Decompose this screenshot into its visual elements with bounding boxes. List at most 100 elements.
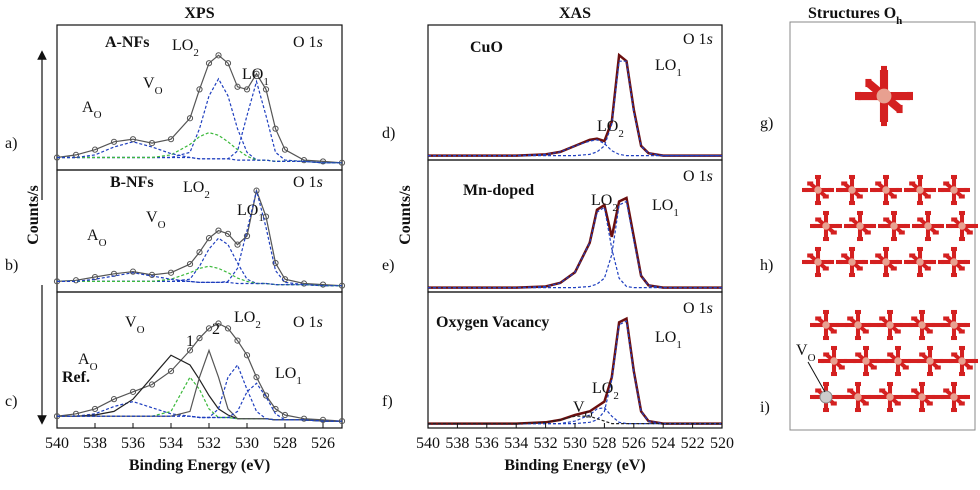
peak-label-text: LO xyxy=(592,380,613,397)
peak-label-sub: 2 xyxy=(193,47,199,59)
peak-label-sub: O xyxy=(94,109,102,121)
atom xyxy=(958,357,966,365)
data-point xyxy=(110,396,118,403)
peak-label-italic: s xyxy=(317,174,323,191)
panel-label: i) xyxy=(760,399,770,416)
x-tick-label: 524 xyxy=(651,435,675,452)
atom xyxy=(814,186,822,194)
atom xyxy=(924,222,932,230)
data-point xyxy=(205,235,213,242)
vacancy-atom xyxy=(819,390,833,404)
atom xyxy=(886,393,894,401)
data-point xyxy=(234,241,241,248)
y-axis-label: Counts/s xyxy=(397,185,414,245)
atom xyxy=(958,222,966,230)
y-axis-label: Counts/s xyxy=(25,185,42,245)
data-point xyxy=(253,374,260,381)
sample-label: A-NFs xyxy=(105,34,149,51)
peak-label: LO2 xyxy=(183,179,210,201)
peak-label: O 1s xyxy=(293,34,323,51)
panel-label: d) xyxy=(382,125,395,142)
atom xyxy=(854,393,862,401)
data-point xyxy=(129,268,137,275)
panel-label: h) xyxy=(760,257,773,274)
peak-label: LO2 xyxy=(592,380,619,402)
atom xyxy=(890,222,898,230)
spectrum-line xyxy=(57,77,342,164)
atom xyxy=(882,186,890,194)
spectrum-line xyxy=(57,141,342,164)
panel-label: a) xyxy=(5,135,17,152)
peak-label-italic: s xyxy=(707,168,713,185)
data-point xyxy=(129,388,137,395)
data-point xyxy=(281,411,289,419)
peak-label-sub: 2 xyxy=(613,390,619,402)
data-point xyxy=(272,259,279,267)
peak-label-text: LO xyxy=(234,309,255,326)
data-point xyxy=(253,70,260,77)
data-point xyxy=(72,277,80,284)
x-tick-label: 540 xyxy=(416,435,440,452)
data-point xyxy=(224,60,232,67)
data-point xyxy=(91,146,99,153)
peak-label-text: V xyxy=(125,314,137,331)
peak-label: 2 xyxy=(212,321,220,338)
peak-label: O 1s xyxy=(683,168,713,185)
atom xyxy=(822,222,830,230)
spectrum-line xyxy=(57,272,342,287)
peak-label-sub: 1 xyxy=(258,212,264,224)
data-point xyxy=(186,260,194,268)
data-point xyxy=(224,325,232,332)
peak-label: LO2 xyxy=(172,37,199,59)
data-point xyxy=(215,227,222,234)
atom xyxy=(886,321,894,329)
peak-label-sub: 1 xyxy=(676,67,682,79)
atom xyxy=(830,357,838,365)
peak-label: O 1s xyxy=(293,314,323,331)
peak-label-sub: O xyxy=(90,361,98,373)
data-point xyxy=(148,271,156,278)
spectrum-line xyxy=(56,322,343,422)
atom xyxy=(894,357,902,365)
x-tick-label: 534 xyxy=(504,435,528,452)
data-point xyxy=(300,157,308,164)
spectrum-line xyxy=(56,188,343,287)
peak-label: VO xyxy=(573,399,593,421)
atom xyxy=(854,321,862,329)
peak-label-text: O 1 xyxy=(683,31,707,48)
peak-label-text: V xyxy=(573,399,585,416)
peak-label: LO2 xyxy=(591,192,618,214)
peak-label: AO xyxy=(82,99,102,121)
peak-label-text: A xyxy=(87,227,99,244)
structures-title-text: Structures O xyxy=(808,5,896,22)
spectrum-line xyxy=(428,139,722,157)
peak-label-text: LO xyxy=(183,179,204,196)
data-point xyxy=(148,140,156,147)
peak-label: AO xyxy=(78,351,98,373)
peak-label: O 1s xyxy=(293,174,323,191)
data-point xyxy=(253,187,260,194)
plot-frame xyxy=(56,291,343,429)
peak-label-text: LO xyxy=(172,37,193,54)
peak-label-text: O 1 xyxy=(683,300,707,317)
peak-label-sub: 2 xyxy=(204,189,210,201)
peak-label-text: LO xyxy=(275,365,296,382)
peak-label: LO1 xyxy=(275,365,302,387)
data-point xyxy=(110,138,118,145)
x-tick-label: 522 xyxy=(681,435,705,452)
spectrum-line xyxy=(428,206,722,289)
x-tick-label: 534 xyxy=(159,435,183,452)
spectrum-line xyxy=(57,354,342,422)
data-point xyxy=(196,335,203,342)
peak-label: O 1s xyxy=(683,300,713,317)
peak-label-sub: O xyxy=(99,237,107,249)
data-point xyxy=(319,416,327,423)
peak-label-italic: s xyxy=(707,31,713,48)
data-point xyxy=(319,281,327,288)
peak-label-italic: s xyxy=(317,314,323,331)
atom xyxy=(862,357,870,365)
peak-label-sub: O xyxy=(155,85,163,97)
vacancy-label-text: V xyxy=(796,342,808,359)
peak-label-sub: 1 xyxy=(673,207,679,219)
atom xyxy=(918,321,926,329)
